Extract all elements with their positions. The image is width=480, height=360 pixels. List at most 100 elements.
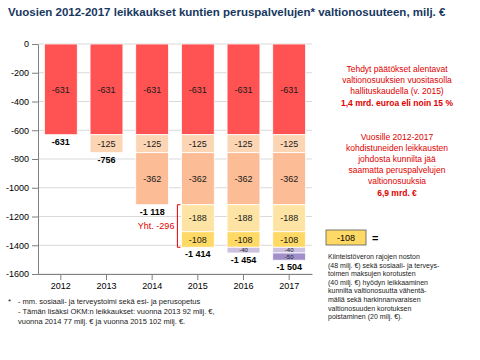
y-axis: -1600-1400-1200-1000-800-600-400-2000 — [6, 39, 39, 279]
y-tick-mark — [32, 73, 38, 74]
data-label: -631 — [189, 85, 207, 95]
bar-segment — [227, 205, 260, 232]
note-line: saamatta peruspalvelujen — [349, 165, 446, 175]
grid-line — [38, 72, 312, 73]
bar-segment — [136, 135, 169, 153]
x-tick-label: 2015 — [188, 281, 208, 291]
bar-segment — [136, 153, 169, 205]
data-label: -631 — [234, 85, 252, 95]
legend-text-line: Kiinteistöveron rajojen noston — [328, 253, 420, 261]
grid-line — [38, 245, 312, 246]
x-axis: 201220132014201520162017 — [39, 274, 313, 291]
y-tick-label: -1600 — [6, 269, 29, 279]
y-tick-label: -1400 — [6, 241, 29, 251]
legend-text-line: toimen maksujen korotusten — [328, 270, 416, 278]
note-emphasis: 6,9 mrd. € — [377, 188, 417, 198]
legend-text-line: valtionosuuden korotuksen — [328, 305, 411, 312]
bar-segment — [181, 205, 214, 232]
x-tick-label: 2017 — [279, 281, 299, 291]
bar-segment — [136, 44, 169, 135]
x-tick-label: 2014 — [142, 281, 162, 291]
data-label: -188 — [189, 213, 207, 223]
bars — [44, 44, 305, 260]
title-line: Vuosien 2012-2017 leikkaukset kuntien pe… — [8, 6, 446, 18]
series — [273, 253, 306, 260]
y-tick-mark — [32, 274, 38, 275]
y-tick: -400 — [11, 97, 38, 107]
x-tick: 2016 — [233, 274, 253, 291]
data-label: -125 — [234, 139, 252, 149]
y-tick-label: -1200 — [6, 212, 29, 222]
y-tick: -1400 — [6, 241, 38, 251]
note-line: valtionosuuksia — [368, 176, 426, 186]
data-label: -631 — [52, 85, 70, 95]
bar-segment — [273, 44, 306, 135]
series — [136, 153, 306, 205]
data-label: -40 — [239, 247, 248, 253]
y-tick-mark — [32, 130, 38, 131]
y-tick: -800 — [11, 154, 38, 164]
data-label: -50 — [285, 254, 294, 260]
x-tick-label: 2013 — [96, 281, 116, 291]
legend-text-line: (48 milj. €) sekä sosiaali- ja terveys- — [328, 262, 440, 270]
x-tick-mark — [60, 274, 61, 280]
legend-label: -108 — [337, 233, 355, 243]
bar-segment — [181, 153, 214, 205]
series — [90, 135, 306, 153]
chart-svg: Vuosien 2012-2017 leikkaukset kuntien pe… — [0, 0, 480, 360]
y-tick: -1200 — [6, 212, 38, 222]
grid-line — [38, 130, 312, 131]
grid-line — [38, 44, 312, 45]
total-label: -1 414 — [185, 249, 211, 259]
data-label: -108 — [234, 235, 252, 245]
y-tick: -1000 — [6, 183, 38, 193]
data-label: -631 — [97, 85, 115, 95]
data-label: -188 — [280, 213, 298, 223]
totals: -631-756-1 118-1 414-1 454-1 504 — [52, 137, 302, 272]
x-tick-mark — [289, 274, 290, 280]
x-tick-mark — [197, 274, 198, 280]
legend-text: Kiinteistöveron rajojen noston(48 milj. … — [328, 253, 440, 321]
bar-segment — [273, 232, 306, 248]
y-tick-label: -800 — [11, 154, 29, 164]
y-tick: -600 — [11, 126, 38, 136]
bar-segment — [227, 135, 260, 153]
bar-segment — [44, 44, 77, 135]
legend-note: -108=Kiinteistöveron rajojen noston(48 m… — [326, 230, 440, 321]
series — [44, 44, 305, 135]
x-tick: 2017 — [279, 274, 299, 291]
total-label: -1 118 — [140, 207, 165, 217]
bar-segment — [273, 205, 306, 232]
legend-text-line: mällä sekä harkinnanvaraisen — [328, 296, 421, 303]
bar-segment — [90, 44, 123, 135]
footnote-line: - Tämän lisäksi OKM:n leikkaukset: vuonn… — [18, 307, 215, 316]
note: Vuosille 2012-2017kohdistuneiden leikkau… — [346, 132, 448, 198]
x-tick-label: 2016 — [233, 281, 253, 291]
bar-segment — [181, 232, 214, 248]
legend-swatch — [326, 230, 366, 245]
bracket-label: Yht. -296 — [138, 221, 175, 231]
x-tick: 2015 — [188, 274, 208, 291]
footnote-marker: * — [8, 297, 11, 306]
bar-segment — [273, 135, 306, 153]
legend-text-line: (40 milj. €) hyödyn leikkaaminen — [328, 279, 428, 287]
note-line: Vuosille 2012-2017 — [361, 132, 434, 142]
footnotes: * - mm. sosiaali- ja terveystoimi sekä es… — [8, 297, 215, 326]
footnote-line: - mm. sosiaali- ja terveystoimi sekä esi… — [18, 297, 200, 306]
bar-segment — [273, 247, 306, 253]
note-line: hallituskaudella (v. 2015) — [350, 86, 444, 96]
data-label: -125 — [189, 139, 207, 149]
y-axis-line — [38, 45, 39, 275]
bar-segment — [227, 247, 260, 253]
x-tick: 2014 — [142, 274, 162, 291]
note-emphasis: 1,4 mrd. euroa eli noin 15 % — [341, 98, 453, 108]
series — [181, 205, 305, 232]
title: Vuosien 2012-2017 leikkaukset kuntien pe… — [8, 6, 446, 18]
y-tick-label: -1000 — [6, 183, 29, 193]
total-label: -631 — [52, 137, 70, 147]
grid-line — [38, 216, 312, 217]
data-label: -362 — [280, 174, 298, 184]
grid-line — [38, 159, 312, 160]
series — [181, 232, 305, 248]
grid-line — [38, 274, 312, 275]
